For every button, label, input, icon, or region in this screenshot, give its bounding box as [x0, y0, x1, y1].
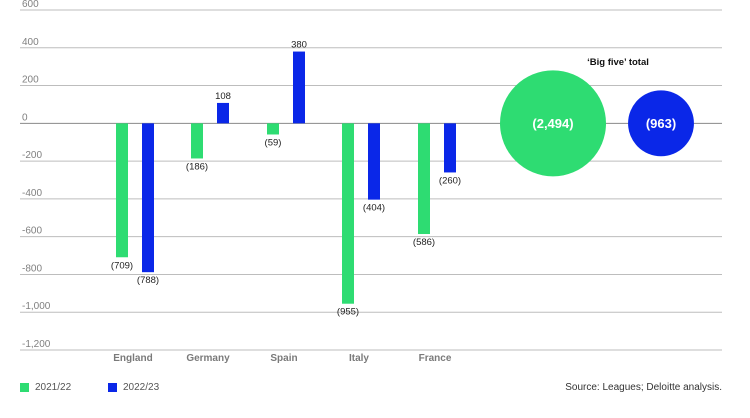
bar	[116, 123, 128, 258]
y-tick-label: 400	[22, 37, 39, 48]
category-labels: England Germany Spain Italy France	[113, 353, 452, 364]
data-label: (955)	[337, 307, 359, 318]
category-label: England	[113, 353, 152, 364]
y-tick-label: 600	[22, 0, 39, 10]
legend-swatch	[108, 383, 117, 392]
bubble-title: ‘Big five’ total	[587, 57, 649, 68]
legend-swatch	[20, 383, 29, 392]
y-axis-ticks: 600 400 200 0 -200 -400 -600 -800 -1,000 -1,200	[22, 0, 51, 350]
legend-item-2021-22: 2021/22	[20, 382, 71, 393]
big-five-bubbles: (2,494) (963) ‘Big five’ total	[500, 57, 694, 177]
y-tick-label: -1,200	[22, 339, 51, 350]
bar	[293, 51, 305, 124]
bar	[142, 123, 154, 273]
data-label: (709)	[111, 260, 133, 271]
bars: (709) (788) (186) 108 (59) 380 (955) (404) (586)…	[111, 40, 461, 318]
y-tick-label: -400	[22, 188, 42, 199]
bar	[368, 123, 380, 200]
data-label: (404)	[363, 203, 385, 214]
category-label: France	[419, 353, 452, 364]
y-tick-label: -1,000	[22, 301, 51, 312]
category-label: Italy	[349, 353, 369, 364]
data-label: (59)	[265, 137, 282, 148]
bar	[342, 123, 354, 304]
bubble	[500, 70, 606, 177]
bar	[418, 123, 430, 235]
data-label: (186)	[186, 161, 208, 172]
y-tick-label: -800	[22, 263, 42, 274]
bubble-label: (963)	[646, 116, 676, 131]
category-label: Germany	[186, 353, 230, 364]
data-label: (260)	[439, 175, 461, 186]
data-label: (788)	[137, 275, 159, 286]
y-tick-label: -200	[22, 150, 42, 161]
legend-label: 2021/22	[35, 382, 72, 393]
legend-item-2022-23: 2022/23	[108, 382, 159, 393]
bar	[444, 123, 456, 173]
data-label: 380	[291, 40, 307, 51]
bar	[191, 123, 203, 159]
category-label: Spain	[270, 353, 297, 364]
y-tick-label: -600	[22, 226, 42, 237]
bar	[267, 123, 279, 135]
bubble	[628, 90, 694, 157]
bar	[217, 102, 229, 124]
y-tick-label: 0	[22, 112, 28, 123]
data-label: 108	[215, 91, 231, 102]
data-label: (586)	[413, 237, 435, 248]
bubble-label: (2,494)	[532, 116, 573, 131]
source-note: Source: Leagues; Deloitte analysis.	[565, 382, 722, 393]
y-tick-label: 200	[22, 75, 39, 86]
legend-label: 2022/23	[123, 382, 160, 393]
